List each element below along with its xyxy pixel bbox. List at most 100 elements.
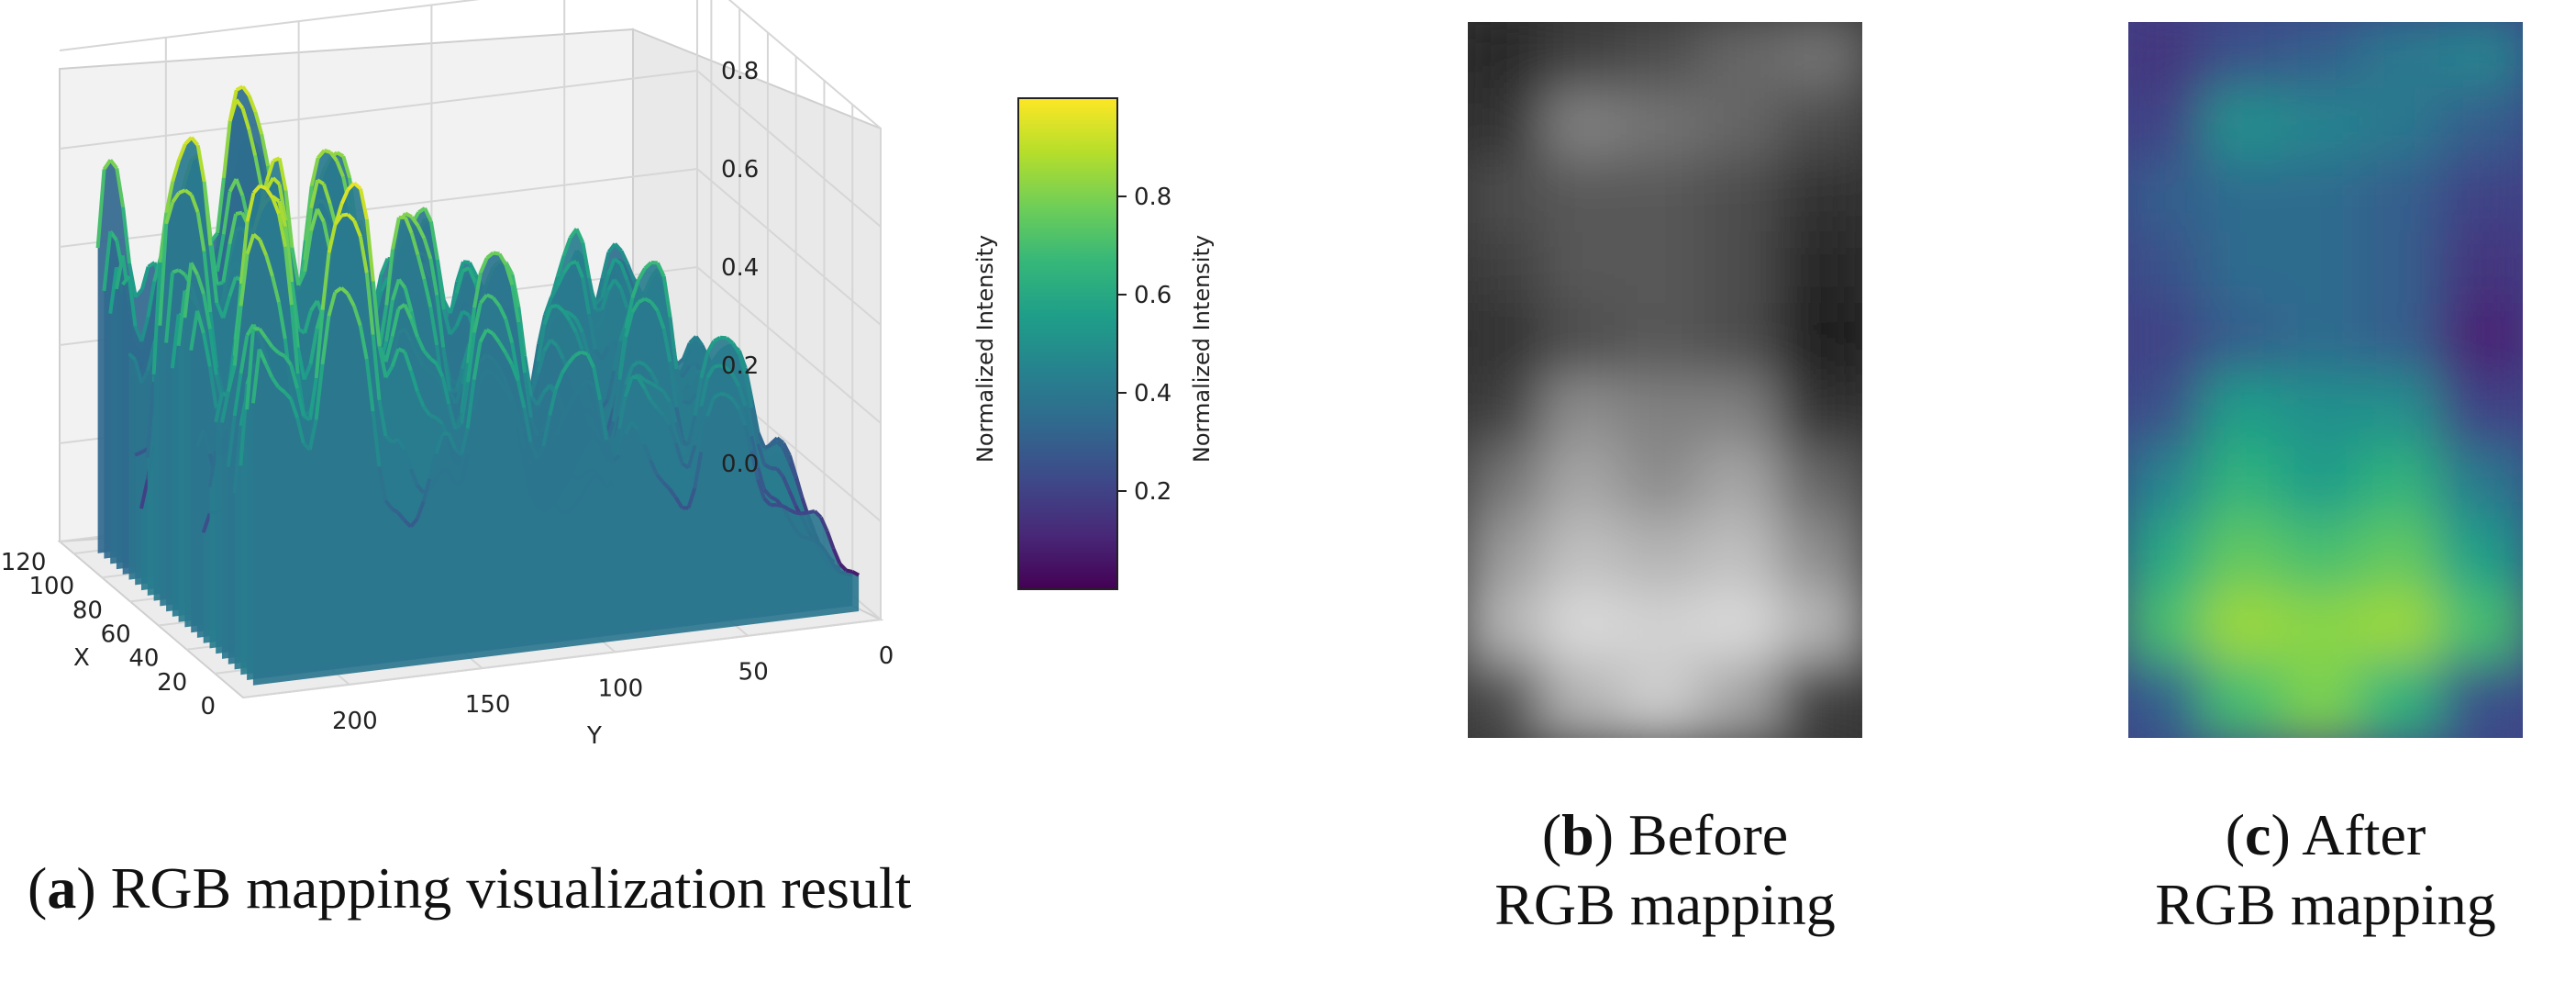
surface-crest — [682, 341, 692, 360]
surface-crest — [813, 509, 823, 519]
surface-crest — [510, 342, 520, 379]
surface-crest — [364, 218, 375, 282]
surface-crest — [164, 201, 175, 225]
surface-crest — [272, 195, 281, 203]
heatmap-cell — [1468, 160, 1552, 242]
surface-crest — [705, 340, 716, 354]
surface-crest — [364, 358, 375, 412]
heatmap-cell — [1620, 374, 1710, 457]
surface-crest — [497, 305, 508, 320]
heatmap-cell — [1468, 446, 1552, 529]
surface-crest — [309, 299, 319, 312]
surface-crest — [775, 440, 785, 450]
surface-crest — [172, 268, 180, 274]
surface-crest — [743, 374, 754, 408]
surface-crest — [851, 570, 861, 577]
surface-crest — [283, 390, 293, 401]
heatmap-cell — [2202, 661, 2292, 738]
surface-crest — [220, 391, 230, 423]
surface-crest — [787, 490, 798, 508]
surface-crest — [226, 365, 237, 393]
surface-crest — [643, 363, 653, 374]
surface-crest — [115, 167, 126, 207]
surface-crest — [770, 466, 778, 471]
x-tick-label: 20 — [157, 669, 187, 697]
surface-crest — [448, 293, 459, 314]
colorbar-label: Normalized Intensity — [972, 235, 998, 463]
surface-crest — [121, 274, 131, 286]
surface-crest — [303, 185, 314, 241]
surface-crest — [573, 350, 583, 358]
surface-crest — [253, 155, 264, 189]
surface-crest — [536, 350, 547, 374]
heatmap-cell — [2202, 231, 2292, 314]
surface-crest — [221, 191, 232, 235]
surface-crest — [128, 352, 137, 362]
surface-crest — [240, 85, 251, 96]
surface-crest — [624, 365, 634, 386]
surface-crest — [245, 323, 256, 337]
surface-crest — [341, 155, 352, 179]
surface-crest — [606, 242, 616, 253]
surface-crest — [682, 398, 690, 406]
surface-crest — [201, 512, 212, 533]
surface-crest — [491, 296, 501, 307]
surface-crest — [497, 252, 508, 266]
surface-crest — [327, 291, 338, 317]
surface-crest — [339, 286, 350, 296]
surface-crest — [245, 233, 256, 255]
surface-crest — [568, 311, 578, 320]
surface-crest — [239, 221, 250, 285]
heatmap-cell — [2438, 518, 2523, 600]
surface-crest — [516, 380, 527, 408]
surface-crest — [422, 349, 432, 360]
heatmap-cell — [2202, 160, 2292, 242]
surface-crest — [504, 263, 515, 285]
x-tick-label: 80 — [72, 597, 103, 624]
surface-crest — [775, 436, 785, 445]
surface-crest — [655, 473, 665, 484]
surface-crest — [114, 255, 125, 290]
surface-crest — [226, 415, 237, 468]
surface-crest — [340, 212, 349, 218]
surface-crest — [686, 487, 697, 509]
caption-b: (b) Before RGB mapping — [1494, 802, 1836, 937]
surface-crest — [403, 519, 413, 529]
surface-crest — [561, 262, 572, 274]
heatmap-cell — [2359, 589, 2449, 672]
z-tick-label: 0.2 — [721, 352, 759, 380]
surface-crest — [303, 309, 313, 334]
heatmap-cell — [1699, 661, 1789, 738]
surface-crest — [260, 133, 271, 167]
surface-crest — [302, 441, 312, 452]
surface-crest — [592, 366, 603, 401]
surface-crest — [221, 296, 232, 319]
surface-crest — [277, 184, 288, 221]
caption-c: (c) After RGB mapping — [2155, 802, 2496, 937]
surface-crest — [134, 450, 142, 457]
surface-crest — [686, 444, 697, 469]
heatmap-cell — [1778, 589, 1862, 672]
surface-crest — [379, 258, 390, 275]
heatmap-cell — [2359, 661, 2449, 738]
surface-crest — [770, 440, 779, 447]
surface-crest — [637, 373, 646, 382]
surface-crest — [441, 430, 450, 437]
surface-crest — [416, 254, 427, 280]
surface-crest — [228, 99, 239, 122]
surface-crest — [504, 352, 514, 365]
heatmap-cell — [2438, 231, 2523, 314]
surface-crest — [542, 384, 552, 394]
surface-crest — [542, 339, 552, 352]
surface-crest — [271, 275, 281, 303]
surface-crest — [493, 251, 500, 256]
colorbar-tick-label: 0.4 — [1134, 380, 1171, 408]
surface-crest — [719, 363, 727, 370]
surface-crest — [737, 385, 748, 407]
colorbar-tick-label: 0.8 — [1134, 184, 1171, 211]
heatmap-cell — [2281, 589, 2371, 672]
heatmap-cell — [2281, 446, 2371, 529]
surface-crest — [801, 510, 809, 516]
surface-crest — [504, 318, 515, 344]
surface-crest — [606, 278, 616, 292]
